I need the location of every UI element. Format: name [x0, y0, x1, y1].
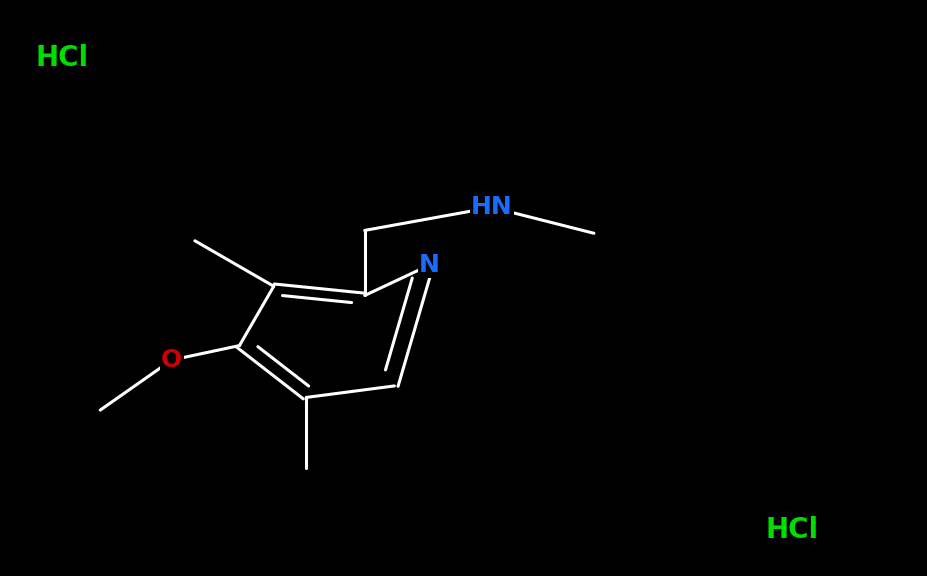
Text: HN: HN	[471, 195, 512, 219]
Text: N: N	[419, 253, 439, 277]
Text: O: O	[161, 348, 182, 372]
Text: HCl: HCl	[35, 44, 88, 71]
Text: HCl: HCl	[765, 516, 818, 544]
